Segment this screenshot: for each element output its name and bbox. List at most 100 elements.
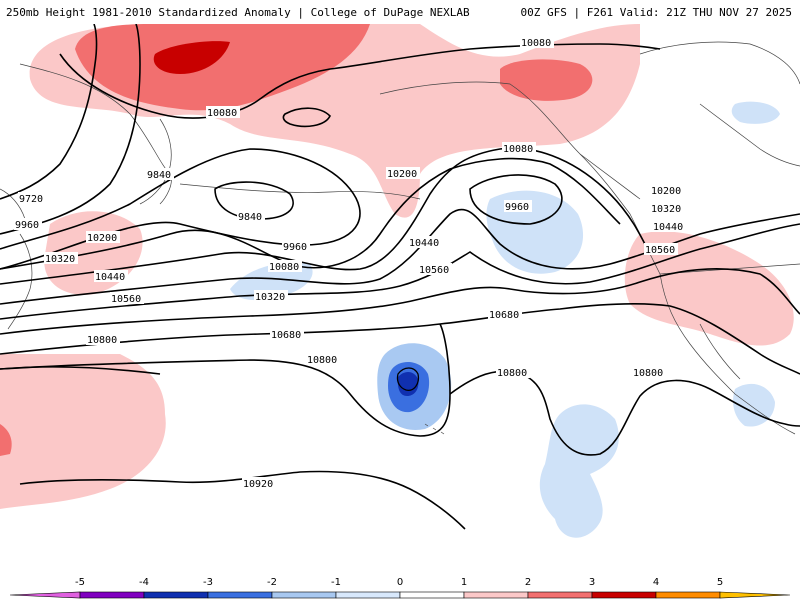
neg-anomaly-mexico (733, 383, 775, 427)
svg-text:10800: 10800 (633, 368, 663, 379)
legend-swatch-5 (335, 591, 401, 599)
map-title: 250mb Height 1981-2010 Standardized Anom… (6, 6, 470, 19)
svg-text:10200: 10200 (87, 233, 117, 244)
svg-text:10680: 10680 (271, 330, 301, 341)
legend-tick-3: -2 (267, 577, 277, 588)
contour-label-10320-coast: 10320 (650, 202, 684, 215)
coastline-mexico (734, 393, 796, 435)
coastline-hudson-bay (699, 103, 800, 167)
coastline-aleutians (179, 183, 421, 200)
contour-10080-c (282, 107, 331, 128)
coastline-alaska (379, 81, 641, 200)
coastline-us-west (659, 273, 736, 395)
contour-label-10680-mid: 10680 (270, 328, 304, 341)
legend-swatch-9 (591, 591, 657, 599)
contour-10320 (0, 208, 800, 305)
coastline-japan (7, 233, 33, 330)
legend-swatch-0 (9, 591, 81, 599)
contour-9840-loop (214, 181, 294, 220)
contour-label-10560-coast: 10560 (644, 243, 678, 256)
legend-tick-0: -5 (75, 577, 85, 588)
contour-label-9960-mid: 9960 (282, 240, 310, 253)
contour-label-10080-mid: 10080 (268, 260, 302, 273)
contour-label-10320-mid: 10320 (254, 290, 288, 303)
contour-10440 (0, 223, 800, 320)
coastline-canada-arctic (639, 41, 800, 85)
legend-swatch-7 (463, 591, 529, 599)
contour-label-9840-west: 9840 (146, 168, 174, 181)
svg-text:10560: 10560 (111, 294, 141, 305)
contour-10200 (0, 147, 651, 285)
contour-label-10680-east: 10680 (488, 308, 522, 321)
contour-label-10080-siberia: 10080 (206, 106, 240, 119)
legend-swatch-4 (271, 591, 337, 599)
svg-text:10560: 10560 (419, 265, 449, 276)
contour-label-9960-gulf: 9960 (504, 200, 532, 213)
legend-tick-9: 4 (653, 577, 659, 588)
svg-text:10800: 10800 (497, 368, 527, 379)
legend-tick-4: -1 (331, 577, 341, 588)
contour-labels: 9720 9840 9840 9960 9960 9960 10080 1008… (14, 36, 686, 490)
hawaii-islands (424, 423, 445, 435)
color-scale-legend: -5 -4 -3 -2 -1 0 1 2 3 4 5 (9, 577, 791, 599)
contour-label-10440-west: 10440 (94, 270, 128, 283)
legend-swatch-1 (79, 591, 145, 599)
legend-swatch-8 (527, 591, 593, 599)
contour-10800-c (0, 366, 161, 375)
contour-9720 (0, 24, 98, 200)
svg-text:9720: 9720 (19, 194, 43, 205)
contour-10800-hawaii-inner (396, 367, 420, 391)
contour-label-10800-mid: 10800 (306, 353, 340, 366)
contour-label-10320-west: 10320 (44, 252, 78, 265)
svg-text:10320: 10320 (651, 204, 681, 215)
pos-anomaly-core-2 (75, 24, 370, 111)
pos-anomaly-subtropical (0, 354, 166, 509)
contour-label-9960-west: 9960 (14, 218, 42, 231)
contour-label-10200-coast: 10200 (650, 184, 684, 197)
contour-9960-b (469, 174, 563, 225)
svg-text:9960: 9960 (15, 220, 39, 231)
svg-text:10200: 10200 (387, 169, 417, 180)
model-run-info: 00Z GFS | F261 Valid: 21Z THU NOV 27 202… (520, 6, 792, 19)
contour-label-9840-loop: 9840 (237, 210, 265, 223)
svg-text:10200: 10200 (651, 186, 681, 197)
positive-anomaly-shading (0, 24, 794, 509)
legend-tick-labels: -5 -4 -3 -2 -1 0 1 2 3 4 5 (75, 577, 723, 588)
contour-label-10080-north: 10080 (520, 36, 554, 49)
contour-10080-a (0, 157, 621, 270)
svg-text:10440: 10440 (653, 222, 683, 233)
svg-text:9960: 9960 (505, 202, 529, 213)
contour-10920 (19, 470, 466, 530)
legend-tick-7: 2 (525, 577, 531, 588)
title-bar: 250mb Height 1981-2010 Standardized Anom… (0, 0, 800, 24)
svg-text:10800: 10800 (87, 335, 117, 346)
svg-text:10800: 10800 (307, 355, 337, 366)
coastline-asia-east (0, 188, 26, 220)
contour-label-10800-west: 10800 (86, 333, 120, 346)
neg-anomaly-hudson (731, 101, 780, 124)
contour-label-10200-alaska: 10200 (386, 167, 420, 180)
legend-swatch-2 (143, 591, 209, 599)
svg-text:10080: 10080 (503, 144, 533, 155)
pos-anomaly-edge (0, 424, 12, 456)
svg-text:10080: 10080 (521, 38, 551, 49)
coastline-baja (699, 323, 741, 380)
svg-text:10440: 10440 (95, 272, 125, 283)
coastlines (0, 41, 800, 435)
contour-label-10080-gulf: 10080 (502, 142, 536, 155)
svg-text:10320: 10320 (45, 254, 75, 265)
contour-9840-west (0, 24, 141, 235)
contour-label-10440-coast: 10440 (652, 220, 686, 233)
pos-anomaly-gulf-alaska (500, 59, 593, 101)
contour-9960-a (0, 148, 361, 270)
svg-text:10920: 10920 (243, 479, 273, 490)
anomaly-map: 9720 9840 9840 9960 9960 9960 10080 1008… (0, 24, 800, 570)
svg-text:9960: 9960 (283, 242, 307, 253)
legend-swatch-11 (719, 591, 791, 599)
coastline-siberia (19, 63, 172, 205)
contour-label-10800-east: 10800 (496, 366, 530, 379)
legend-tick-6: 1 (461, 577, 467, 588)
svg-text:9840: 9840 (238, 212, 262, 223)
svg-text:10680: 10680 (489, 310, 519, 321)
legend-tick-2: -3 (203, 577, 213, 588)
